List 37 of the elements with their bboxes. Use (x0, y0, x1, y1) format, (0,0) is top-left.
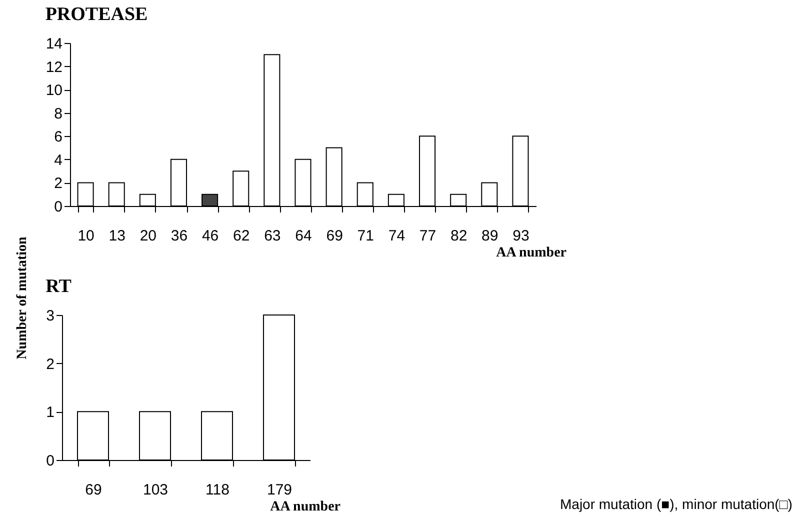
x-tick-label: 62 (233, 228, 250, 244)
chart-title: RT (46, 276, 72, 297)
x-tick-label: 118 (206, 482, 230, 498)
x-tick-label: 13 (108, 228, 126, 244)
x-tick-label: 77 (419, 228, 436, 244)
x-tick-label: 71 (357, 228, 374, 244)
y-tick-label: 0 (46, 452, 54, 470)
x-tick-label: 36 (170, 228, 188, 244)
x-tick-label: 69 (326, 228, 343, 244)
x-tick-label: 103 (142, 482, 168, 498)
x-axis-title: AA number (270, 500, 340, 514)
y-tick-label: 0 (54, 198, 62, 216)
x-tick-label: 64 (295, 228, 312, 244)
y-tick-label: 4 (54, 152, 62, 169)
x-tick-label: 69 (85, 482, 102, 498)
y-tick-label: 14 (46, 36, 62, 52)
y-tick-label: 3 (46, 308, 54, 324)
x-tick-label: 179 (266, 482, 292, 498)
x-axis-title: AA number (496, 246, 566, 260)
y-tick-label: 2 (46, 356, 54, 373)
x-tick-label: 10 (78, 228, 94, 244)
y-tick-label: 2 (54, 175, 62, 192)
x-tick-label: 93 (512, 228, 530, 244)
x-tick-label: 74 (388, 228, 406, 244)
x-tick-label: 46 (202, 228, 219, 244)
x-tick-label: 89 (482, 228, 498, 244)
y-tick-label: 6 (54, 128, 62, 146)
y-tick-label: 10 (46, 82, 62, 100)
y-tick-label: 8 (54, 105, 62, 122)
x-tick-label: 82 (450, 228, 468, 244)
y-tick-label: 1 (46, 404, 54, 422)
x-tick-label: 63 (264, 228, 281, 244)
text: Major mutation (■), minor mutation(□) (560, 496, 792, 512)
x-tick-label: 20 (140, 228, 157, 244)
y-tick-label: 12 (46, 58, 62, 76)
chart-title: PROTEASE (45, 4, 148, 25)
y-axis-title: Number of mutation (15, 236, 31, 362)
